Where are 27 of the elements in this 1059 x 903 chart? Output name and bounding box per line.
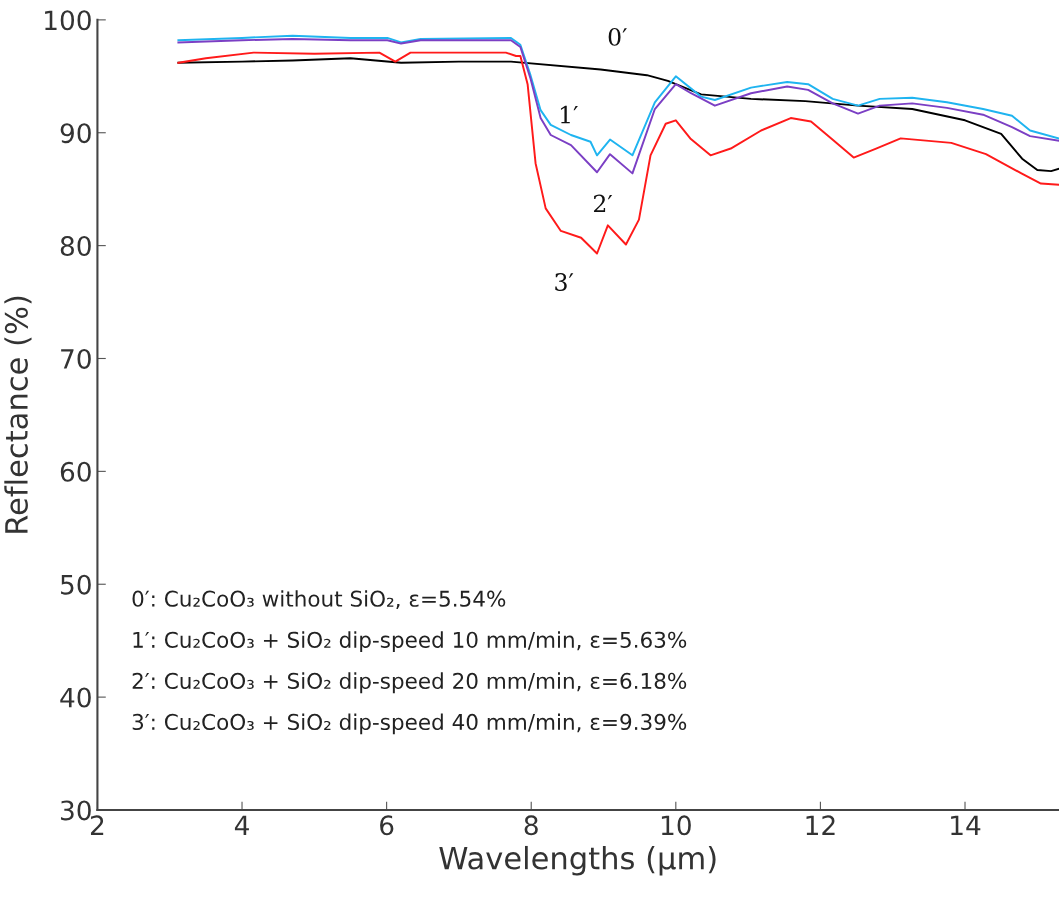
y-tick-label: 50 [61, 574, 91, 595]
annotation: 2′: Cu₂CoO₃ + SiO₂ dip-speed 20 mm/min, ε=6.18% [132, 672, 687, 694]
annotation: 3′: Cu₂CoO₃ + SiO₂ dip-speed 40 mm/min, ε=9.39% [132, 713, 687, 735]
y-tick-label: 100 [45, 10, 91, 31]
y-tick-label: 30 [61, 800, 91, 821]
x-tick-label: 4 [234, 815, 249, 835]
y-tick-label: 90 [60, 123, 91, 144]
y-tick-label: 70 [61, 348, 91, 369]
y-tick-label: 60 [60, 461, 91, 482]
y-axis-title: Reflectance (%) [4, 296, 32, 533]
annotation: 3′ [555, 273, 574, 291]
y-tick-label: 40 [60, 687, 91, 708]
annotation: 2′ [593, 194, 613, 213]
x-tick-label: 10 [661, 815, 691, 836]
line-series [177, 51, 1059, 255]
x-tick-label: 2 [90, 815, 104, 835]
x-tick-label: 8 [524, 815, 538, 836]
x-tick-label: 12 [806, 815, 835, 835]
annotation: 0′ [608, 27, 627, 46]
x-tick-label: 14 [951, 815, 981, 835]
annotation: 1′: Cu₂CoO₃ + SiO₂ dip-speed 10 mm/min, ε=5.63% [133, 631, 687, 653]
x-tick-label: 6 [380, 815, 394, 836]
y-tick-label: 80 [60, 236, 91, 257]
x-axis-title: Wavelengths (µm) [439, 845, 716, 876]
line-series [177, 57, 1059, 173]
annotation: 1′ [560, 105, 578, 124]
annotation: 0′: Cu₂CoO₃ without SiO₂, ε=5.54% [132, 590, 506, 610]
